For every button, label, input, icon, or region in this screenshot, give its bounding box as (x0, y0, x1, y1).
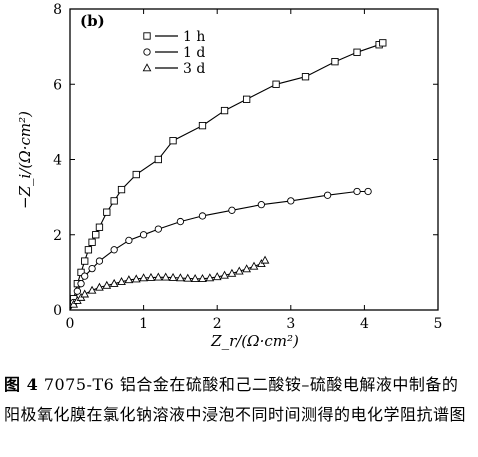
x-tick-label: 4 (360, 316, 369, 332)
legend-label: 1 h (183, 29, 205, 45)
x-tick-label: 3 (286, 316, 295, 332)
data-point-square (301, 73, 310, 81)
data-point-triangle (80, 289, 90, 298)
data-point-triangle (205, 273, 215, 282)
data-point-triangle (176, 273, 185, 282)
data-point-circle (154, 225, 162, 233)
figure-number: 图 4 (4, 375, 39, 394)
data-point-triangle (102, 280, 112, 289)
data-point-triangle (249, 261, 259, 270)
legend-marker-square (143, 32, 151, 40)
legend: 1 h1 d3 d (142, 29, 205, 77)
data-point-triangle (109, 278, 119, 287)
data-point-circle (323, 191, 332, 199)
series-line-square (69, 42, 384, 311)
data-point-square (220, 106, 229, 115)
data-point-triangle (220, 270, 229, 279)
data-point-circle (364, 187, 372, 196)
y-tick-label: 2 (53, 228, 62, 244)
data-point-triangle (95, 282, 104, 291)
data-point-triangle (146, 272, 156, 281)
x-tick-label: 0 (66, 316, 75, 332)
data-point-square (132, 170, 140, 179)
data-point-square (81, 257, 89, 265)
data-point-triangle (190, 274, 200, 283)
panel-label: (b) (80, 12, 105, 30)
data-point-square (103, 208, 111, 216)
data-point-circle (95, 257, 104, 265)
legend-marker-triangle (142, 63, 152, 72)
data-point-triangle (161, 272, 171, 281)
data-point-square (95, 223, 104, 231)
data-point-circle (125, 236, 133, 245)
x-tick-label: 1 (139, 316, 148, 332)
data-point-circle (257, 200, 266, 209)
data-point-triangle (234, 266, 244, 275)
data-point-triangle (242, 264, 251, 273)
data-point-circle (228, 206, 236, 214)
data-point-circle (88, 264, 96, 273)
data-point-triangle (117, 277, 126, 286)
data-point-triangle (87, 285, 97, 294)
data-point-triangle (183, 273, 193, 282)
data-point-triangle (139, 273, 148, 282)
nyquist-chart: 0 1 2 3 4 5 0 2 4 6 8 (b) 1 h1 d3 d Z_r/(Ω·cm²) −Z… (16, 2, 442, 350)
series-curves (69, 42, 384, 311)
data-point-square (154, 155, 162, 164)
data-point-triangle (227, 268, 237, 277)
data-point-triangle (168, 272, 178, 281)
legend-label: 1 d (183, 45, 205, 61)
data-point-square (92, 231, 100, 239)
data-point-square (110, 197, 118, 205)
data-point-square (84, 246, 93, 254)
data-point-circle (110, 246, 118, 254)
figure-caption: 图 4 7075-T6 铝合金在硫酸和己二酸铵–硫酸电解液中制备的阳极氧化膜在氯… (4, 370, 474, 430)
data-point-circle (77, 280, 85, 288)
data-point-circle (287, 197, 295, 205)
data-point-triangle (260, 255, 270, 264)
data-point-circle (81, 272, 89, 280)
data-point-square (242, 95, 251, 103)
data-point-circle (353, 187, 361, 196)
axis-ticks: 0 1 2 3 4 5 0 2 4 6 8 (53, 2, 442, 332)
data-point-triangle (131, 274, 141, 283)
x-tick-label: 5 (434, 316, 443, 332)
data-point-square (77, 268, 85, 277)
data-point-circle (198, 212, 207, 220)
y-axis-label: −Z_i/(Ω·cm²) (16, 111, 34, 209)
caption-text: 7075-T6 铝合金在硫酸和己二酸铵–硫酸电解液中制备的阳极氧化膜在氯化钠溶液… (4, 375, 467, 424)
series-markers (69, 39, 387, 308)
data-point-circle (176, 217, 185, 226)
x-axis-label: Z_r/(Ω·cm²) (210, 332, 299, 350)
data-point-circle (139, 231, 148, 239)
y-tick-label: 4 (53, 153, 62, 169)
x-tick-label: 2 (213, 316, 222, 332)
data-point-triangle (212, 272, 222, 281)
data-point-square (198, 121, 207, 130)
y-tick-label: 0 (53, 303, 62, 319)
data-point-square (331, 58, 339, 66)
data-point-square (117, 185, 126, 194)
data-point-square (169, 137, 177, 145)
y-tick-label: 8 (53, 2, 62, 18)
data-point-square (272, 80, 280, 88)
data-point-triangle (198, 274, 207, 283)
data-point-circle (73, 287, 82, 295)
data-point-square (379, 39, 387, 47)
data-point-triangle (69, 299, 79, 308)
data-point-square (353, 48, 361, 56)
data-point-triangle (124, 275, 134, 284)
data-point-square (88, 238, 96, 246)
data-point-triangle (153, 272, 163, 281)
legend-marker-circle (143, 48, 151, 56)
y-tick-label: 6 (53, 77, 62, 93)
legend-label: 3 d (183, 61, 205, 77)
